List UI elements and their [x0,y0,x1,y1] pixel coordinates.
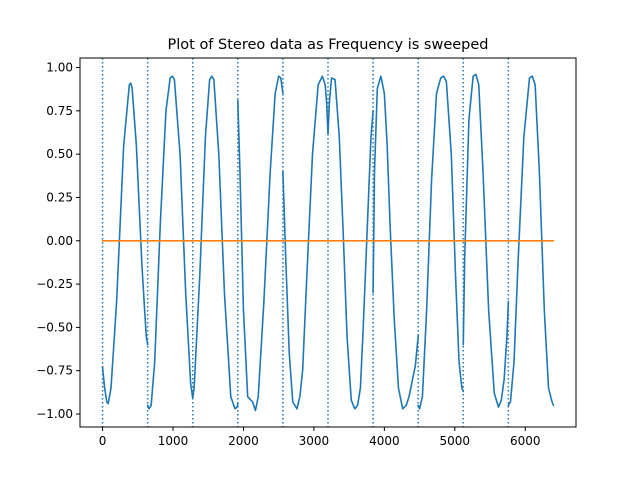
x-tick-label-4: 4000 [369,434,400,448]
x-tick-label-1: 1000 [158,434,189,448]
x-tick-label-6: 6000 [510,434,541,448]
series-0-segment-4 [282,75,329,410]
y-tick-label-4: 0.00 [46,234,73,248]
series-0-segment-2 [191,75,239,410]
chart-title: Plot of Stereo data as Frequency is swee… [168,37,489,53]
series-0-segment-6 [372,75,419,410]
y-tick-label-8: 1.00 [46,61,73,75]
plot-area [79,57,577,428]
plot-frame [79,57,577,428]
y-tick-label-2: −0.50 [36,320,73,334]
x-axis: 0 1000 2000 3000 4000 5000 6000 [99,427,541,448]
series-0-segment-0 [101,82,149,405]
y-tick-label-1: −0.75 [36,364,73,378]
y-tick-label-5: 0.25 [46,190,73,204]
series-0-segment-1 [146,75,194,410]
x-tick-label-5: 5000 [440,434,471,448]
x-tick-label-0: 0 [99,434,107,448]
series-layer [101,73,555,412]
y-axis: −1.00 −0.75 −0.50 −0.25 0.00 0.25 0.50 0.75 1.00 [36,61,80,421]
series-0-segment-7 [417,75,465,410]
y-tick-label-0: −1.00 [36,407,73,421]
x-tick-label-3: 3000 [299,434,330,448]
x-tick-label-2: 2000 [228,434,259,448]
y-tick-label-3: −0.25 [36,277,73,291]
y-tick-label-7: 0.75 [46,104,73,118]
series-0-segment-9 [507,75,555,407]
y-tick-label-6: 0.50 [46,147,73,161]
series-0-segment-5 [327,77,374,410]
series-0-segment-3 [237,75,284,412]
